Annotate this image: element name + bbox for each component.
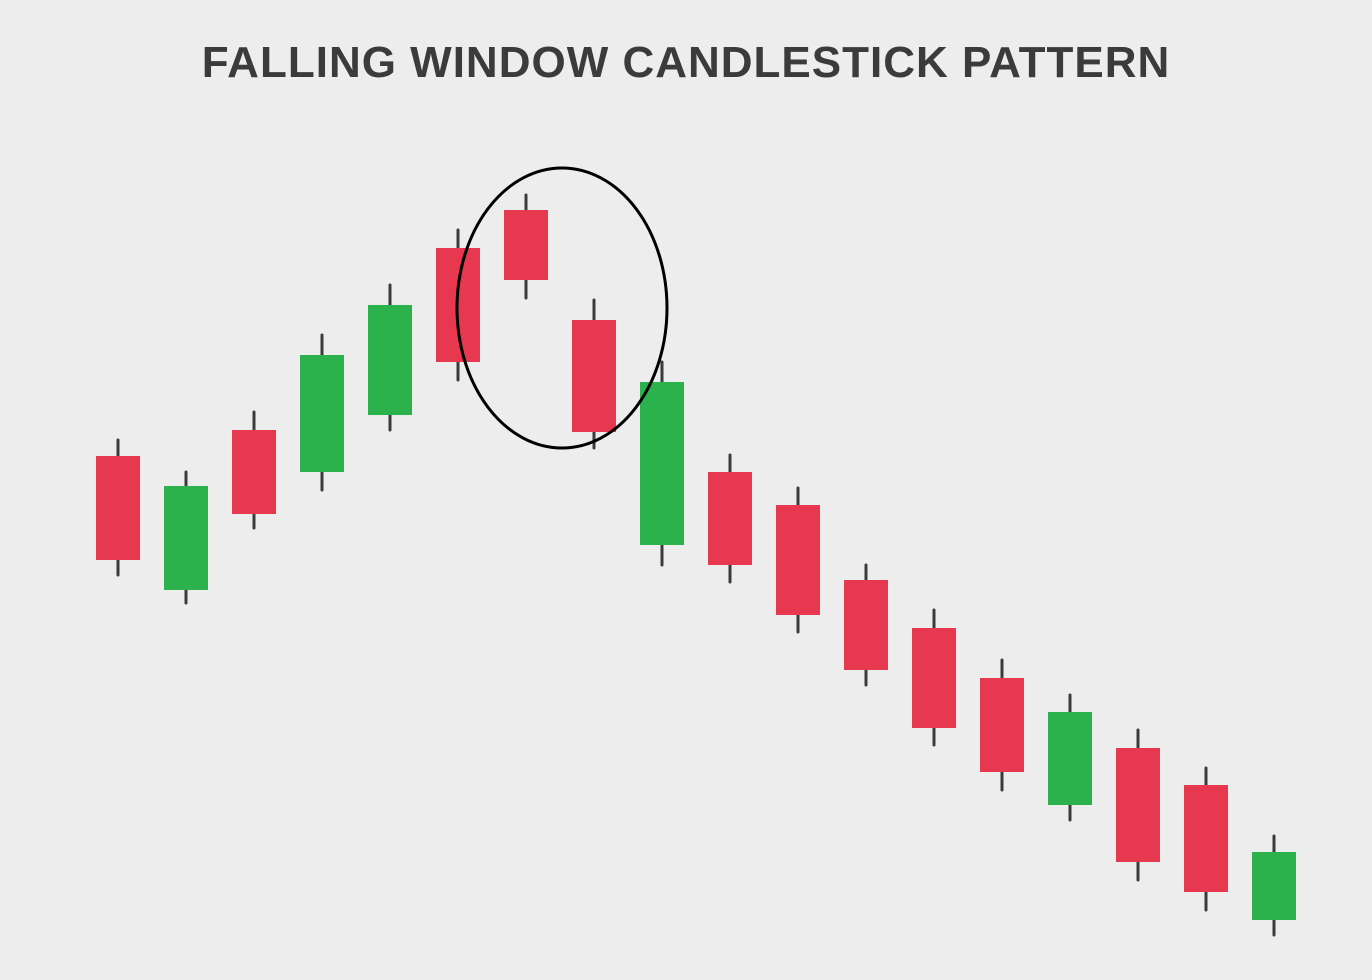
candle <box>504 195 548 298</box>
candle <box>164 472 208 603</box>
chart-canvas: FALLING WINDOW CANDLESTICK PATTERN <box>0 0 1372 980</box>
pattern-highlight-ellipse <box>457 168 667 448</box>
candle <box>368 285 412 430</box>
candle <box>708 455 752 582</box>
candle <box>1252 836 1296 935</box>
candle <box>912 610 956 745</box>
candle <box>232 412 276 528</box>
candle <box>96 440 140 575</box>
candle <box>572 300 616 448</box>
candle <box>776 488 820 632</box>
candlestick-chart <box>0 0 1372 980</box>
candle <box>1184 768 1228 910</box>
candle <box>844 565 888 685</box>
candle <box>1116 730 1160 880</box>
candle <box>980 660 1024 790</box>
candle <box>300 335 344 490</box>
candle <box>1048 695 1092 820</box>
